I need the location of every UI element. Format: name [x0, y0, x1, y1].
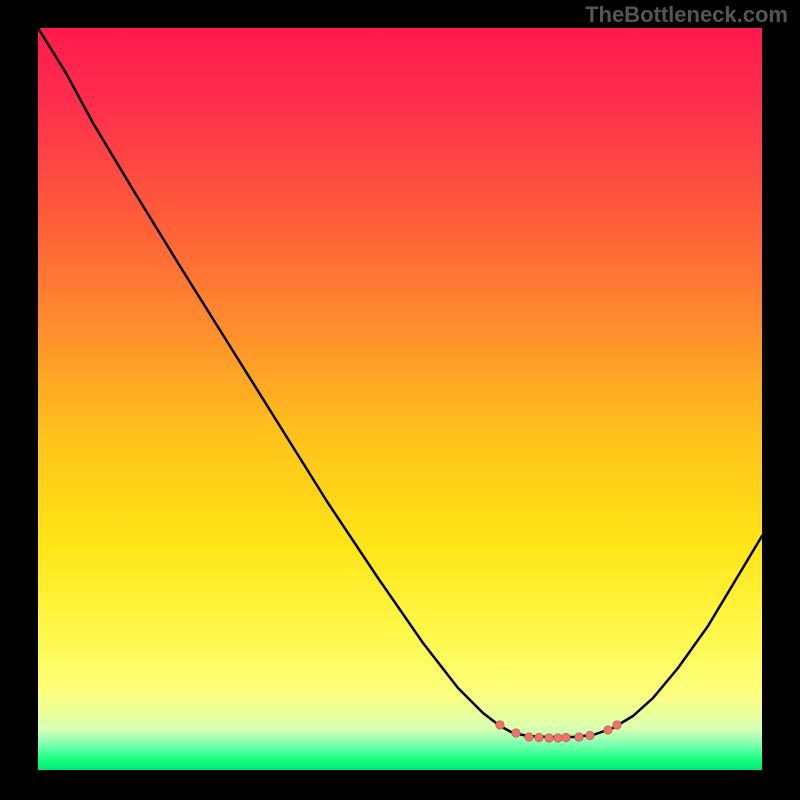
marker-point [604, 726, 612, 734]
bottleneck-curve [38, 28, 762, 737]
marker-point [535, 733, 543, 741]
marker-point [613, 721, 621, 729]
marker-point [586, 731, 594, 739]
marker-point [562, 733, 570, 741]
marker-point [575, 733, 583, 741]
marker-point [554, 734, 562, 742]
curve-layer [38, 28, 762, 770]
marker-point [512, 729, 520, 737]
marker-point [496, 721, 504, 729]
marker-point [525, 733, 533, 741]
watermark-text: TheBottleneck.com [585, 2, 788, 28]
marker-point [545, 734, 553, 742]
plot-area [38, 28, 762, 770]
